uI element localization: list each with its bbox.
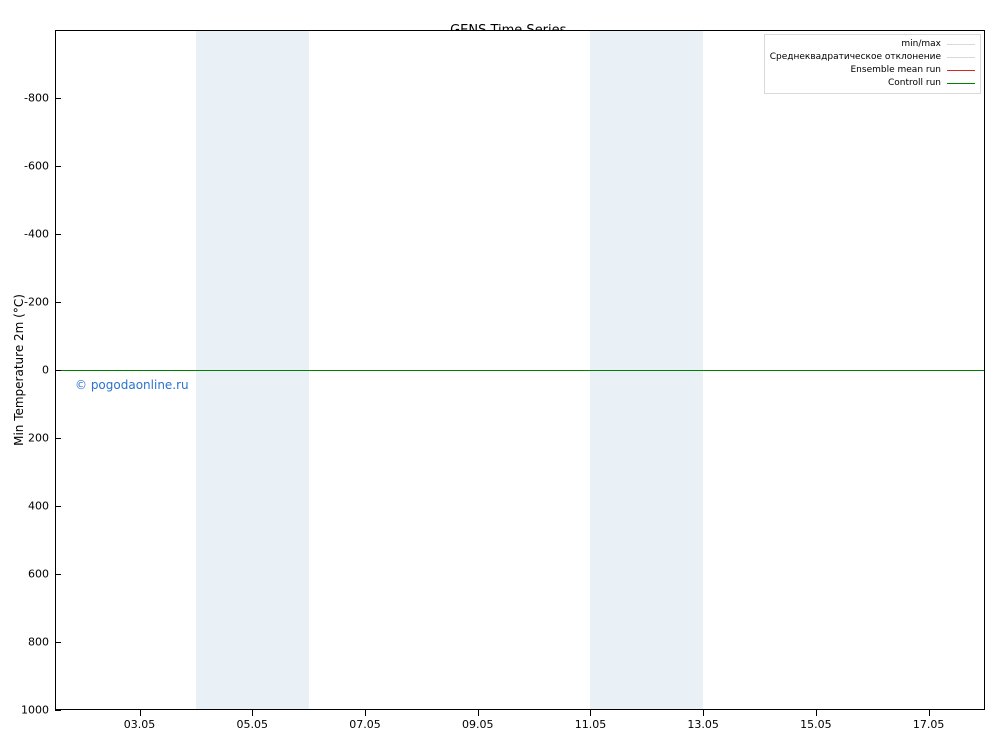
y-tick — [55, 166, 61, 167]
y-tick-label: 600 — [28, 568, 55, 581]
y-tick-label: -200 — [24, 296, 55, 309]
y-tick-label: -800 — [24, 92, 55, 105]
watermark: © pogodaonline.ru — [75, 378, 189, 392]
y-tick — [55, 710, 61, 711]
y-tick — [55, 574, 61, 575]
x-tick-label: 03.05 — [124, 710, 156, 731]
y-tick-label: -600 — [24, 160, 55, 173]
legend-item: Controll run — [770, 77, 975, 90]
y-tick — [55, 370, 61, 371]
legend-swatch — [947, 80, 975, 88]
y-tick-label: 200 — [28, 432, 55, 445]
y-tick — [55, 506, 61, 507]
legend: min/maxСреднеквадратическое отклонениеEn… — [764, 34, 981, 94]
legend-swatch — [947, 67, 975, 75]
y-tick-label: 800 — [28, 636, 55, 649]
x-tick-label: 15.05 — [800, 710, 832, 731]
x-tick-label: 07.05 — [349, 710, 381, 731]
legend-item: Среднеквадратическое отклонение — [770, 51, 975, 64]
legend-label: Среднеквадратическое отклонение — [770, 51, 941, 64]
y-tick-label: 400 — [28, 500, 55, 513]
legend-swatch — [947, 54, 975, 62]
y-tick-label: 0 — [42, 364, 55, 377]
legend-label: min/max — [901, 38, 941, 51]
y-tick — [55, 98, 61, 99]
chart-root: GENS Time Series Дублин аэропорт ср. 01.… — [0, 0, 1000, 733]
y-tick — [55, 234, 61, 235]
y-tick — [55, 302, 61, 303]
zero-line — [55, 370, 985, 371]
legend-item: Ensemble mean run — [770, 64, 975, 77]
legend-swatch — [947, 41, 975, 49]
plot-area: -800-600-400-2000200400600800100003.0505… — [55, 30, 985, 710]
legend-label: Controll run — [888, 77, 941, 90]
y-tick-label: -400 — [24, 228, 55, 241]
y-axis-label: Min Temperature 2m (°C) — [12, 294, 26, 446]
x-tick-label: 13.05 — [687, 710, 719, 731]
x-tick-label: 11.05 — [575, 710, 607, 731]
legend-item: min/max — [770, 38, 975, 51]
x-tick-label: 05.05 — [237, 710, 269, 731]
y-tick — [55, 438, 61, 439]
x-tick-label: 09.05 — [462, 710, 494, 731]
y-tick-label: 1000 — [21, 704, 55, 717]
legend-label: Ensemble mean run — [851, 64, 942, 77]
y-tick — [55, 642, 61, 643]
x-tick-label: 17.05 — [913, 710, 945, 731]
